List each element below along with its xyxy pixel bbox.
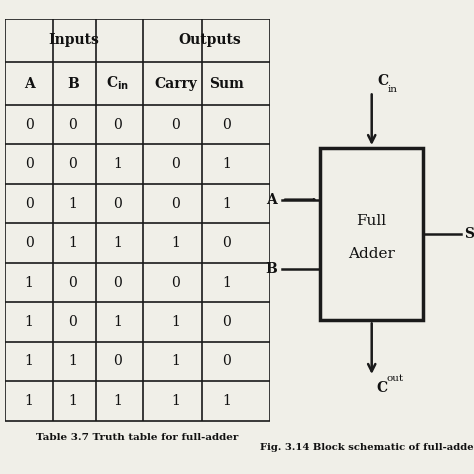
Text: 1: 1 — [113, 394, 122, 408]
Text: 1: 1 — [25, 275, 34, 290]
Text: Table 3.7 Truth table for full-adder: Table 3.7 Truth table for full-adder — [36, 433, 238, 442]
Text: 1: 1 — [222, 157, 231, 171]
Text: 0: 0 — [25, 157, 34, 171]
Text: Carry: Carry — [154, 76, 197, 91]
Text: 0: 0 — [171, 157, 180, 171]
Text: 0: 0 — [222, 118, 231, 132]
Text: 0: 0 — [68, 275, 77, 290]
Text: B: B — [67, 76, 79, 91]
Text: Full: Full — [356, 214, 387, 228]
Text: 0: 0 — [25, 236, 34, 250]
Text: Fig. 3.14 Block schematic of full-adder: Fig. 3.14 Block schematic of full-adder — [260, 443, 474, 452]
Text: 0: 0 — [113, 118, 122, 132]
Text: 0: 0 — [68, 157, 77, 171]
Text: 0: 0 — [171, 275, 180, 290]
Text: 1: 1 — [113, 315, 122, 329]
Text: A: A — [24, 76, 35, 91]
Text: out: out — [387, 374, 404, 383]
Text: A: A — [266, 192, 277, 207]
Text: 1: 1 — [222, 275, 231, 290]
Text: 1: 1 — [113, 157, 122, 171]
Text: 1: 1 — [171, 315, 180, 329]
Text: Sum: Sum — [209, 76, 244, 91]
Text: 1: 1 — [25, 355, 34, 368]
Text: 0: 0 — [113, 355, 122, 368]
Text: Adder: Adder — [348, 247, 395, 261]
Text: 0: 0 — [113, 275, 122, 290]
Text: 1: 1 — [68, 355, 77, 368]
Text: 0: 0 — [25, 197, 34, 210]
Text: 1: 1 — [113, 236, 122, 250]
Text: C: C — [377, 381, 388, 395]
Text: 0: 0 — [222, 236, 231, 250]
Text: B: B — [265, 262, 277, 276]
Text: C: C — [377, 73, 388, 88]
Text: 1: 1 — [68, 394, 77, 408]
Text: 0: 0 — [222, 355, 231, 368]
Text: 0: 0 — [25, 118, 34, 132]
Text: 1: 1 — [222, 197, 231, 210]
Text: 1: 1 — [171, 355, 180, 368]
Text: Outputs: Outputs — [178, 34, 241, 47]
Text: 1: 1 — [171, 236, 180, 250]
Text: 1: 1 — [25, 394, 34, 408]
Text: in: in — [388, 85, 398, 94]
Text: Inputs: Inputs — [48, 34, 99, 47]
Text: 0: 0 — [68, 315, 77, 329]
Text: 0: 0 — [171, 118, 180, 132]
Text: 1: 1 — [68, 197, 77, 210]
Text: 1: 1 — [68, 236, 77, 250]
Text: C$_{\mathbf{in}}$: C$_{\mathbf{in}}$ — [106, 75, 128, 92]
Text: 0: 0 — [222, 315, 231, 329]
Text: 1: 1 — [25, 315, 34, 329]
Text: 0: 0 — [171, 197, 180, 210]
Text: 0: 0 — [68, 118, 77, 132]
Text: 1: 1 — [171, 394, 180, 408]
Text: Sum: Sum — [464, 227, 474, 241]
Text: 1: 1 — [222, 394, 231, 408]
Text: 0: 0 — [113, 197, 122, 210]
